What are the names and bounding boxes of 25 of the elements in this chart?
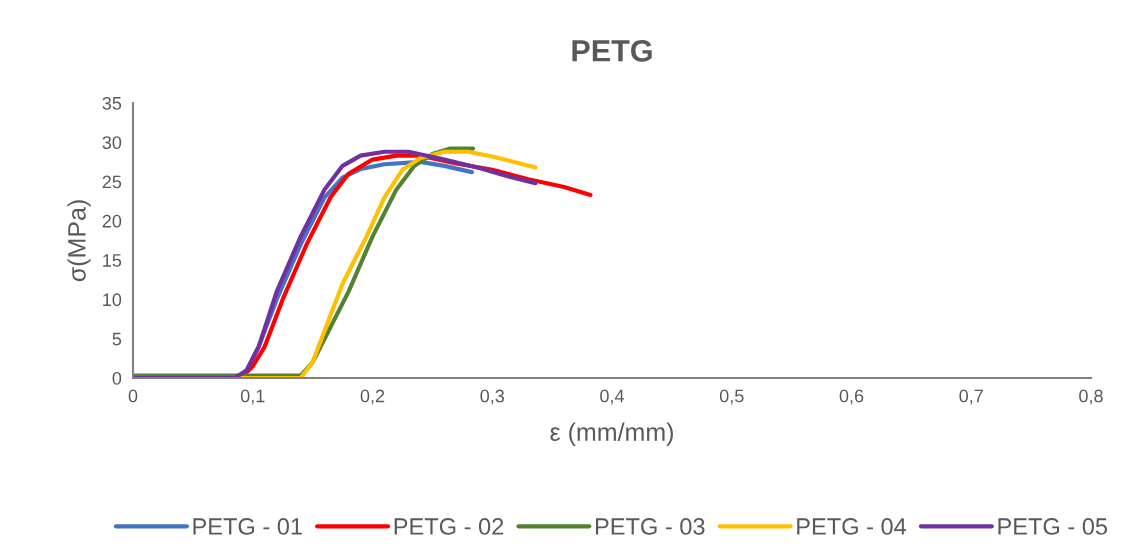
y-tick-label: 15 <box>103 254 122 267</box>
x-tick-label: 0,3 <box>480 389 505 405</box>
y-tick-label: 20 <box>102 214 122 228</box>
legend-label: PETG - 05 <box>998 518 1108 535</box>
legend-label: PETG - 02 <box>394 518 504 535</box>
legend-label: PETG - 04 <box>797 518 907 535</box>
y-tick-label: 30 <box>102 136 122 150</box>
x-tick-label: 0,2 <box>360 389 385 405</box>
x-tick-label: 0,8 <box>1079 389 1103 405</box>
x-tick-label: 0,7 <box>959 389 983 405</box>
legend-label: PETG - 03 <box>595 518 705 535</box>
x-tick-label: 0 <box>128 389 138 403</box>
x-tick-label: 0,6 <box>839 389 864 405</box>
y-tick-label: 5 <box>112 332 122 346</box>
x-tick-label: 0,5 <box>719 389 744 405</box>
x-tick-label: 0,1 <box>240 389 265 405</box>
x-axis-title: ε (mm/mm) <box>550 422 673 446</box>
y-tick-label: 35 <box>102 96 122 110</box>
x-tick-label: 0,4 <box>600 389 625 405</box>
y-tick-label: 25 <box>102 175 122 189</box>
chart-title: PETG <box>572 40 652 62</box>
y-tick-label: 10 <box>103 293 122 307</box>
y-tick-label: 0 <box>112 371 122 385</box>
y-axis-title: σ(MPa) <box>67 200 91 282</box>
legend-label: PETG - 01 <box>193 518 302 535</box>
